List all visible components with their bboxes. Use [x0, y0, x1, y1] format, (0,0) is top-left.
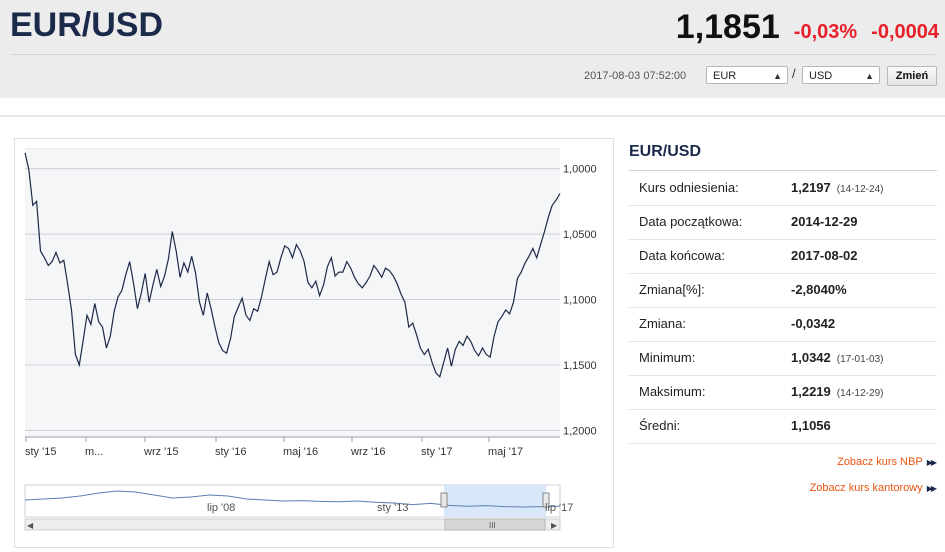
from-currency-value: EUR — [713, 70, 737, 82]
info-row-label: Kurs odniesienia: — [639, 180, 739, 195]
chart-panel: 1,2000 1,1500 1,1000 1,0500 1,0000 sty '15 m.… — [14, 138, 614, 548]
quote-timestamp: 2017-08-03 07:52:00 — [584, 70, 687, 82]
kantor-link-label: Zobacz kurs kantorowy — [809, 482, 923, 494]
currency-separator: / — [792, 66, 796, 81]
info-row-value: -2,8040% — [791, 282, 853, 297]
info-row-label: Data początkowa: — [639, 214, 743, 229]
navigator-label: lip '17 — [545, 502, 573, 514]
info-row: Kurs odniesienia: 1,2197 (14-12-24) — [629, 171, 937, 206]
info-row-label: Zmiana: — [639, 316, 686, 331]
info-row-number: 1,2197 — [791, 180, 831, 195]
y-tick-label: 1,0000 — [563, 164, 597, 176]
y-tick-label: 1,1000 — [563, 295, 597, 307]
chart-scrollbar — [24, 518, 561, 531]
navigator-selection — [444, 485, 546, 517]
info-row: Średni: 1,1056 — [629, 409, 937, 444]
section-divider — [0, 115, 945, 117]
price-chart[interactable]: 1,2000 1,1500 1,1000 1,0500 1,0000 sty '15 m.… — [15, 139, 613, 547]
info-row: Maksimum: 1,2219 (14-12-29) — [629, 375, 937, 410]
scroll-right-arrow-icon: ▶ — [551, 521, 558, 530]
y-tick-label: 1,1500 — [563, 360, 597, 372]
nbp-rate-link[interactable]: Zobacz kurs NBP ▶▶ — [837, 456, 937, 468]
scroll-left-arrow-icon: ◀ — [27, 521, 34, 530]
select-arrows-icon: ▲ — [773, 71, 782, 81]
info-row-number: 1,2219 — [791, 384, 831, 399]
scrollbar-grip-icon: III — [489, 521, 496, 530]
quote-values: 1,1851 -0,03% -0,0004 — [676, 8, 939, 47]
x-tick-label: m... — [85, 446, 103, 458]
info-row-value: 1,1056 — [791, 418, 837, 433]
info-row-value: 1,0342 (17-01-03) — [791, 350, 883, 365]
navigator-left-handle — [440, 492, 448, 508]
scrollbar-thumb — [444, 518, 546, 531]
nbp-link-label: Zobacz kurs NBP — [837, 456, 923, 468]
info-row-label: Zmiana[%]: — [639, 282, 705, 297]
pair-title: EUR/USD — [10, 6, 164, 44]
info-row-date: (14-12-24) — [836, 184, 884, 195]
navigator-series-line — [24, 490, 561, 508]
quote-header: EUR/USD 1,1851 -0,03% -0,0004 2017-08-03… — [0, 0, 945, 98]
navigator-label: sty '13 — [377, 502, 408, 514]
change-absolute: -0,0004 — [871, 21, 939, 43]
info-row: Zmiana: -0,0342 — [629, 307, 937, 342]
x-tick-label: sty '16 — [215, 446, 246, 458]
change-percent: -0,03% — [793, 21, 858, 43]
info-row: Minimum: 1,0342 (17-01-03) — [629, 341, 937, 376]
current-price: 1,1851 — [675, 8, 780, 46]
info-row-value: 2014-12-29 — [791, 214, 864, 229]
x-tick-label: maj '17 — [488, 446, 523, 458]
info-row-number: 2017-08-02 — [791, 248, 858, 263]
to-currency-select[interactable]: USD ▲ — [802, 66, 880, 84]
change-pair-button[interactable]: Zmień — [887, 66, 937, 86]
plot-area — [25, 149, 560, 437]
header-divider — [10, 54, 935, 55]
y-tick-label: 1,0500 — [563, 229, 597, 241]
info-row-number: 2014-12-29 — [791, 214, 858, 229]
chart-navigator[interactable]: lip '08 sty '13 lip '17 III ◀ ▶ — [24, 484, 573, 531]
info-row: Zmiana[%]: -2,8040% — [629, 273, 937, 308]
info-row: Data początkowa: 2014-12-29 — [629, 205, 937, 240]
info-row-label: Maksimum: — [639, 384, 706, 399]
double-arrow-icon: ▶▶ — [926, 484, 937, 493]
navigator-label: lip '08 — [207, 502, 235, 514]
y-tick-label: 1,2000 — [563, 425, 597, 437]
info-title: EUR/USD — [629, 143, 702, 160]
info-row-date: (14-12-29) — [836, 388, 884, 399]
navigator-right-handle — [542, 492, 550, 508]
info-row-value: 1,2219 (14-12-29) — [791, 384, 883, 399]
info-row-number: -0,0342 — [791, 316, 836, 331]
info-row-number: -2,8040% — [791, 282, 847, 297]
x-tick-label: sty '15 — [25, 446, 56, 458]
exchange-rate-link[interactable]: Zobacz kurs kantorowy ▶▶ — [809, 482, 938, 494]
x-tick-label: sty '17 — [421, 446, 452, 458]
x-tick-label: wrz '15 — [143, 446, 179, 458]
info-row: Data końcowa: 2017-08-02 — [629, 239, 937, 274]
info-row-number: 1,0342 — [791, 350, 831, 365]
price-series-line — [24, 152, 561, 378]
select-arrows-icon: ▲ — [865, 71, 874, 81]
info-row-label: Minimum: — [639, 350, 696, 365]
info-row-label: Data końcowa: — [639, 248, 725, 263]
info-row-label: Średni: — [639, 418, 681, 433]
info-row-value: -0,0342 — [791, 316, 841, 331]
info-row-value: 2017-08-02 — [791, 248, 864, 263]
info-row-number: 1,1056 — [791, 418, 831, 433]
info-row-date: (17-01-03) — [836, 354, 884, 365]
double-arrow-icon: ▶▶ — [926, 458, 937, 467]
from-currency-select[interactable]: EUR ▲ — [706, 66, 788, 84]
to-currency-value: USD — [809, 70, 833, 82]
x-tick-label: maj '16 — [283, 446, 318, 458]
info-title-divider — [629, 170, 937, 171]
x-tick-label: wrz '16 — [350, 446, 386, 458]
info-row-value: 1,2197 (14-12-24) — [791, 180, 883, 195]
